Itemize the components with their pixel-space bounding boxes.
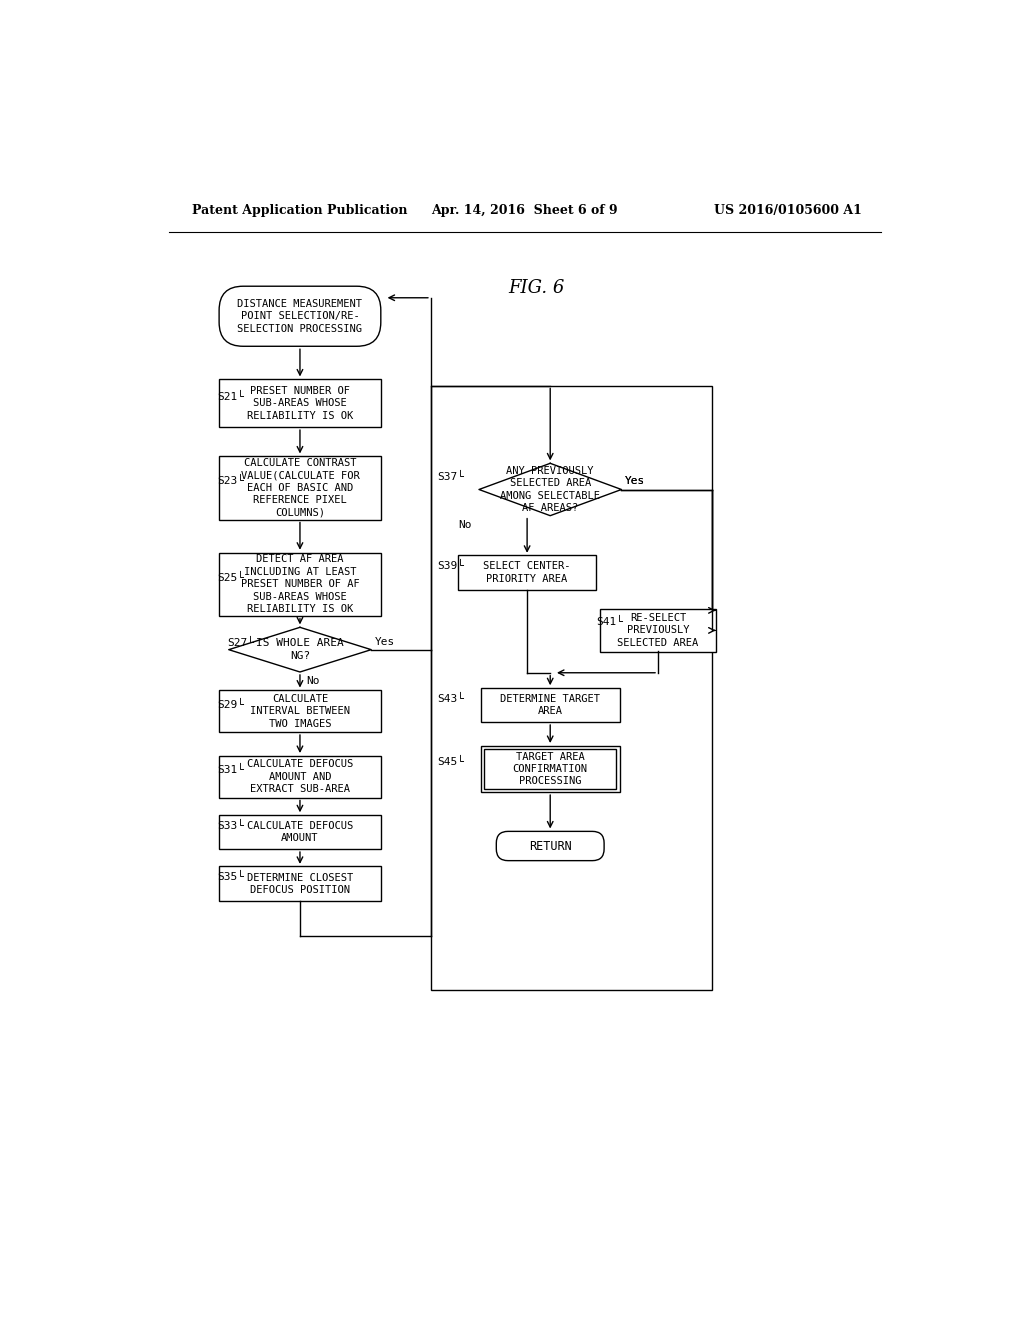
Text: Yes: Yes bbox=[375, 636, 395, 647]
Text: SELECT CENTER-
PRIORITY AREA: SELECT CENTER- PRIORITY AREA bbox=[483, 561, 570, 583]
Text: S23└: S23└ bbox=[217, 477, 245, 487]
Text: PRESET NUMBER OF
SUB-AREAS WHOSE
RELIABILITY IS OK: PRESET NUMBER OF SUB-AREAS WHOSE RELIABI… bbox=[247, 385, 353, 421]
Text: CALCULATE DEFOCUS
AMOUNT: CALCULATE DEFOCUS AMOUNT bbox=[247, 821, 353, 843]
Text: S43└: S43└ bbox=[437, 693, 464, 704]
Text: S27└: S27└ bbox=[227, 638, 255, 648]
Bar bbox=[431, 385, 712, 990]
Text: CALCULATE
INTERVAL BETWEEN
TWO IMAGES: CALCULATE INTERVAL BETWEEN TWO IMAGES bbox=[250, 694, 350, 729]
Text: CALCULATE CONTRAST
VALUE(CALCULATE FOR
EACH OF BASIC AND
REFERENCE PIXEL
COLUMNS: CALCULATE CONTRAST VALUE(CALCULATE FOR E… bbox=[241, 458, 359, 517]
Text: FIG. 6: FIG. 6 bbox=[508, 279, 564, 297]
Text: ANY PREVIOUSLY
SELECTED AREA
AMONG SELECTABLE
AF AREAS?: ANY PREVIOUSLY SELECTED AREA AMONG SELEC… bbox=[500, 466, 600, 513]
Text: IS WHOLE AREA
NG?: IS WHOLE AREA NG? bbox=[256, 639, 344, 661]
Bar bbox=[219, 866, 381, 902]
Text: S33└: S33└ bbox=[217, 821, 245, 830]
Polygon shape bbox=[228, 627, 371, 672]
Text: Patent Application Publication: Patent Application Publication bbox=[193, 205, 408, 218]
Text: Yes: Yes bbox=[625, 477, 645, 487]
Text: S37└: S37└ bbox=[437, 471, 464, 482]
Text: Yes: Yes bbox=[625, 477, 645, 487]
Text: DETERMINE TARGET
AREA: DETERMINE TARGET AREA bbox=[500, 694, 600, 717]
Text: No: No bbox=[458, 520, 471, 529]
FancyBboxPatch shape bbox=[219, 286, 381, 346]
Bar bbox=[481, 746, 620, 792]
Bar bbox=[219, 553, 381, 615]
Bar bbox=[219, 755, 381, 797]
Bar bbox=[219, 814, 381, 850]
Text: DISTANCE MEASUREMENT
POINT SELECTION/RE-
SELECTION PROCESSING: DISTANCE MEASUREMENT POINT SELECTION/RE-… bbox=[238, 298, 362, 334]
Text: S45└: S45└ bbox=[437, 758, 464, 767]
Bar bbox=[219, 379, 381, 428]
Bar bbox=[458, 556, 596, 590]
Bar bbox=[484, 748, 616, 789]
Text: S41└: S41└ bbox=[596, 616, 624, 627]
Text: TARGET AREA
CONFIRMATION
PROCESSING: TARGET AREA CONFIRMATION PROCESSING bbox=[513, 751, 588, 787]
Text: S29└: S29└ bbox=[217, 700, 245, 710]
Text: No: No bbox=[306, 676, 319, 686]
Text: S31└: S31└ bbox=[217, 766, 245, 775]
Text: Apr. 14, 2016  Sheet 6 of 9: Apr. 14, 2016 Sheet 6 of 9 bbox=[431, 205, 618, 218]
Text: RETURN: RETURN bbox=[528, 840, 571, 853]
Bar bbox=[600, 610, 716, 652]
Text: S35└: S35└ bbox=[217, 873, 245, 882]
Text: CALCULATE DEFOCUS
AMOUNT AND
EXTRACT SUB-AREA: CALCULATE DEFOCUS AMOUNT AND EXTRACT SUB… bbox=[247, 759, 353, 795]
Text: S25└: S25└ bbox=[217, 573, 245, 582]
FancyBboxPatch shape bbox=[497, 832, 604, 861]
Bar bbox=[219, 690, 381, 733]
Text: DETERMINE CLOSEST
DEFOCUS POSITION: DETERMINE CLOSEST DEFOCUS POSITION bbox=[247, 873, 353, 895]
Polygon shape bbox=[479, 463, 622, 516]
Bar bbox=[481, 688, 620, 722]
Text: RE-SELECT
PREVIOUSLY
SELECTED AREA: RE-SELECT PREVIOUSLY SELECTED AREA bbox=[617, 612, 698, 648]
Text: DETECT AF AREA
INCLUDING AT LEAST
PRESET NUMBER OF AF
SUB-AREAS WHOSE
RELIABILIT: DETECT AF AREA INCLUDING AT LEAST PRESET… bbox=[241, 554, 359, 614]
Text: US 2016/0105600 A1: US 2016/0105600 A1 bbox=[714, 205, 862, 218]
Text: S39└: S39└ bbox=[437, 561, 464, 572]
Bar bbox=[219, 457, 381, 520]
Text: S21└: S21└ bbox=[217, 392, 245, 401]
